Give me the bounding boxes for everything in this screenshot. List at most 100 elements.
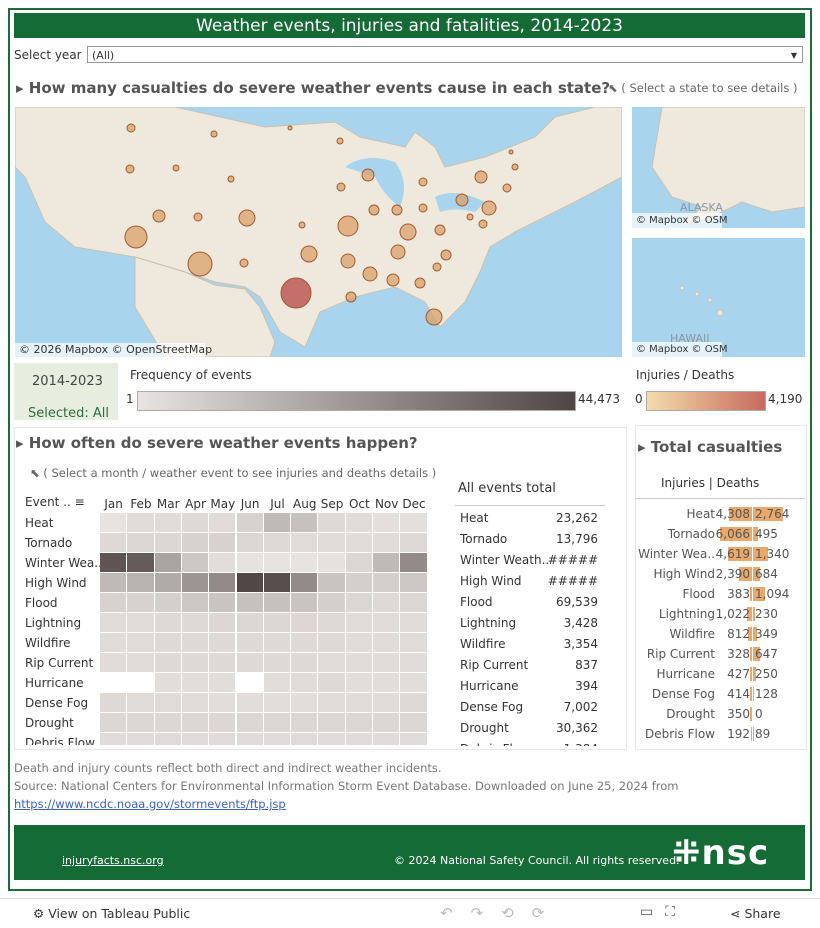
event-header[interactable]: Event .. ≡ bbox=[25, 495, 85, 509]
heatmap-cell[interactable] bbox=[263, 633, 292, 653]
heatmap-cell[interactable] bbox=[181, 533, 210, 553]
heatmap-cell[interactable] bbox=[291, 733, 319, 745]
heatmap-cell[interactable] bbox=[209, 733, 237, 745]
heatmap-cell[interactable] bbox=[236, 633, 264, 653]
heatmap-cell[interactable] bbox=[154, 513, 182, 533]
heatmap-cell[interactable] bbox=[209, 533, 237, 553]
heatmap-cell[interactable] bbox=[318, 633, 346, 653]
view-controls[interactable]: ▭⛶ bbox=[640, 904, 688, 920]
heatmap-cell[interactable] bbox=[127, 593, 155, 613]
heatmap-cell[interactable] bbox=[291, 653, 319, 673]
heatmap-cell[interactable] bbox=[154, 573, 182, 593]
year-select[interactable]: (All) ▼ bbox=[87, 46, 803, 63]
heatmap-cell[interactable] bbox=[209, 713, 237, 733]
heatmap-cell[interactable] bbox=[209, 673, 237, 693]
heatmap-cell[interactable] bbox=[209, 553, 237, 573]
heatmap-cell[interactable] bbox=[373, 553, 401, 573]
heatmap-cell[interactable] bbox=[400, 733, 428, 745]
nsc-logo[interactable]: ⁜nsc bbox=[672, 833, 770, 873]
heatmap-cell[interactable] bbox=[373, 713, 401, 733]
heatmap-cell[interactable] bbox=[209, 633, 237, 653]
heatmap-cell[interactable] bbox=[100, 673, 128, 693]
heatmap-cell[interactable] bbox=[127, 733, 155, 745]
heatmap-cell[interactable] bbox=[318, 673, 346, 693]
heatmap-cell[interactable] bbox=[236, 533, 264, 553]
share-button[interactable]: ⋖ Share bbox=[730, 906, 781, 921]
heatmap-cell[interactable] bbox=[100, 573, 128, 593]
heatmap-cell[interactable] bbox=[127, 713, 155, 733]
heatmap-cell[interactable] bbox=[318, 553, 346, 573]
heatmap-cell[interactable] bbox=[127, 533, 155, 553]
heatmap-cell[interactable] bbox=[181, 713, 210, 733]
heatmap-cell[interactable] bbox=[345, 553, 373, 573]
heatmap-cell[interactable] bbox=[181, 693, 210, 713]
banner-site[interactable]: injuryfacts.nsc.org bbox=[62, 854, 164, 867]
heatmap-cell[interactable] bbox=[209, 693, 237, 713]
heatmap-cell[interactable] bbox=[236, 593, 264, 613]
view-on-tableau[interactable]: ⚙ View on Tableau Public bbox=[33, 906, 191, 921]
heatmap-cell[interactable] bbox=[291, 573, 319, 593]
heatmap-cell[interactable] bbox=[373, 593, 401, 613]
heatmap-cell[interactable] bbox=[318, 693, 346, 713]
heatmap-cell[interactable] bbox=[263, 573, 292, 593]
heatmap-cell[interactable] bbox=[181, 593, 210, 613]
heatmap-cell[interactable] bbox=[181, 613, 210, 633]
heatmap-cell[interactable] bbox=[263, 713, 292, 733]
heatmap-cell[interactable] bbox=[209, 613, 237, 633]
heatmap-cell[interactable] bbox=[345, 533, 373, 553]
heatmap-cell[interactable] bbox=[345, 613, 373, 633]
heatmap-cell[interactable] bbox=[154, 533, 182, 553]
heatmap-cell[interactable] bbox=[291, 633, 319, 653]
heatmap-cell[interactable] bbox=[236, 553, 264, 573]
heatmap-cell[interactable] bbox=[373, 653, 401, 673]
heatmap-cell[interactable] bbox=[236, 673, 264, 693]
heatmap-cell[interactable] bbox=[154, 633, 182, 653]
heatmap-cell[interactable] bbox=[209, 573, 237, 593]
heatmap-cell[interactable] bbox=[400, 533, 428, 553]
heatmap-cell[interactable] bbox=[400, 553, 428, 573]
heatmap-cell[interactable] bbox=[373, 693, 401, 713]
heatmap-cell[interactable] bbox=[236, 713, 264, 733]
heatmap-cell[interactable] bbox=[373, 513, 401, 533]
heatmap-cell[interactable] bbox=[154, 593, 182, 613]
heatmap-cell[interactable] bbox=[318, 573, 346, 593]
heatmap-cell[interactable] bbox=[345, 653, 373, 673]
heatmap-cell[interactable] bbox=[209, 653, 237, 673]
heatmap-cell[interactable] bbox=[291, 513, 319, 533]
heatmap-cell[interactable] bbox=[318, 653, 346, 673]
heatmap-cell[interactable] bbox=[100, 653, 128, 673]
heatmap-cell[interactable] bbox=[181, 553, 210, 573]
heatmap-cell[interactable] bbox=[263, 653, 292, 673]
heatmap-cell[interactable] bbox=[373, 633, 401, 653]
heatmap-cell[interactable] bbox=[291, 693, 319, 713]
heatmap-cell[interactable] bbox=[318, 513, 346, 533]
heatmap-cell[interactable] bbox=[154, 713, 182, 733]
heatmap-cell[interactable] bbox=[100, 713, 128, 733]
heatmap-cell[interactable] bbox=[373, 673, 401, 693]
history-controls[interactable]: ↶↷⟲⟳ bbox=[440, 904, 563, 922]
heatmap-cell[interactable] bbox=[318, 593, 346, 613]
heatmap-cell[interactable] bbox=[345, 713, 373, 733]
heatmap-cell[interactable] bbox=[236, 573, 264, 593]
heatmap-cell[interactable] bbox=[127, 553, 155, 573]
heatmap-cell[interactable] bbox=[345, 733, 373, 745]
heatmap-cell[interactable] bbox=[127, 653, 155, 673]
heatmap-cell[interactable] bbox=[373, 573, 401, 593]
heatmap-cell[interactable] bbox=[181, 573, 210, 593]
heatmap-cell[interactable] bbox=[236, 653, 264, 673]
heatmap-cell[interactable] bbox=[236, 733, 264, 745]
heatmap-cell[interactable] bbox=[291, 553, 319, 573]
heatmap-cell[interactable] bbox=[127, 633, 155, 653]
heatmap-cell[interactable] bbox=[318, 613, 346, 633]
heatmap-cell[interactable] bbox=[100, 633, 128, 653]
heatmap-cell[interactable] bbox=[400, 713, 428, 733]
heatmap-cell[interactable] bbox=[345, 573, 373, 593]
heatmap-cell[interactable] bbox=[318, 533, 346, 553]
heatmap-cell[interactable] bbox=[181, 513, 210, 533]
heatmap-cell[interactable] bbox=[236, 513, 264, 533]
heatmap-cell[interactable] bbox=[345, 513, 373, 533]
heatmap-cell[interactable] bbox=[100, 533, 128, 553]
heatmap-cell[interactable] bbox=[263, 733, 292, 745]
heatmap-cell[interactable] bbox=[263, 553, 292, 573]
heatmap-cell[interactable] bbox=[345, 593, 373, 613]
